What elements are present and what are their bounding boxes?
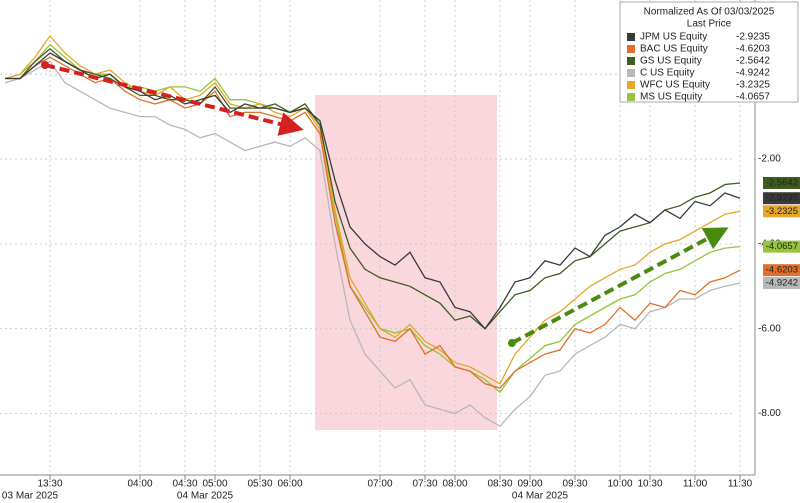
x-tick-label: 09:00	[517, 479, 542, 490]
last-value-label: -4.0657	[766, 241, 798, 252]
x-date-label: 03 Mar 2025	[2, 491, 59, 502]
legend-swatch	[627, 57, 635, 65]
legend-swatch	[627, 69, 635, 77]
legend-label: C US Equity	[640, 68, 694, 79]
y-tick-label: -8.00	[758, 408, 781, 419]
legend-label: WFC US Equity	[640, 80, 710, 91]
legend-title: Normalized As Of 03/03/2025	[644, 7, 775, 18]
legend-subtitle: Last Price	[687, 19, 732, 30]
arrow-start	[41, 61, 49, 69]
x-tick-label: 04:00	[127, 479, 152, 490]
legend-label: JPM US Equity	[640, 32, 707, 43]
legend-value: -2.9235	[736, 32, 770, 43]
last-value-label: -2.9235	[766, 193, 798, 204]
x-tick-label: 08:30	[487, 479, 512, 490]
legend-box	[619, 1, 799, 103]
last-value-label: -2.5642	[766, 177, 798, 188]
legend-value: -2.5642	[736, 56, 770, 67]
last-value-box	[763, 240, 800, 253]
legend-swatch	[627, 93, 635, 101]
last-value-label: -4.6203	[766, 265, 798, 276]
last-value-box	[763, 176, 800, 189]
arrow-start	[508, 339, 516, 347]
x-tick-label: 11:00	[683, 479, 708, 490]
legend-value: -4.9242	[736, 68, 770, 79]
x-tick-label: 08:00	[442, 479, 467, 490]
x-tick-label: 09:30	[562, 479, 587, 490]
legend-value: -3.2325	[736, 80, 770, 91]
last-value-box	[763, 277, 800, 290]
x-tick-label: 06:00	[277, 479, 302, 490]
series-line	[5, 56, 741, 389]
x-tick-label: 07:00	[367, 479, 392, 490]
legend: Normalized As Of 03/03/2025 Last Price J…	[619, 1, 799, 103]
highlight-region	[315, 95, 497, 430]
last-value-box	[763, 192, 800, 205]
y-tick-label: -6.00	[758, 323, 781, 334]
last-value-label: -3.2325	[766, 206, 798, 217]
x-tick-label: 05:00	[202, 479, 227, 490]
legend-label: GS US Equity	[640, 56, 702, 67]
legend-swatch	[627, 81, 635, 89]
last-value-label: -4.9242	[766, 278, 798, 289]
x-tick-label: 13:30	[37, 479, 62, 490]
legend-value: -4.6203	[736, 44, 770, 55]
series-line	[4, 60, 741, 428]
series-line	[4, 43, 741, 394]
series-line	[5, 52, 741, 330]
x-date-label: 04 Mar 2025	[512, 491, 569, 502]
legend-swatch	[627, 45, 635, 53]
x-date-label: 04 Mar 2025	[177, 491, 234, 502]
x-tick-label: 11:30	[728, 479, 753, 490]
y-tick-label: -2.00	[758, 154, 781, 165]
series-line	[5, 47, 741, 330]
legend-value: -4.0657	[736, 92, 770, 103]
trend-arrow	[44, 63, 304, 136]
x-tick-label: 10:00	[607, 479, 632, 490]
legend-swatch	[627, 33, 635, 41]
last-value-box	[763, 264, 800, 277]
x-tick-label: 07:30	[412, 479, 437, 490]
last-value-box	[763, 205, 800, 218]
legend-label: BAC US Equity	[640, 44, 708, 55]
trend-arrow	[511, 227, 729, 345]
x-tick-label: 10:30	[637, 479, 662, 490]
legend-label: MS US Equity	[640, 92, 702, 103]
x-tick-label: 05:30	[247, 479, 272, 490]
x-tick-label: 04:30	[172, 479, 197, 490]
